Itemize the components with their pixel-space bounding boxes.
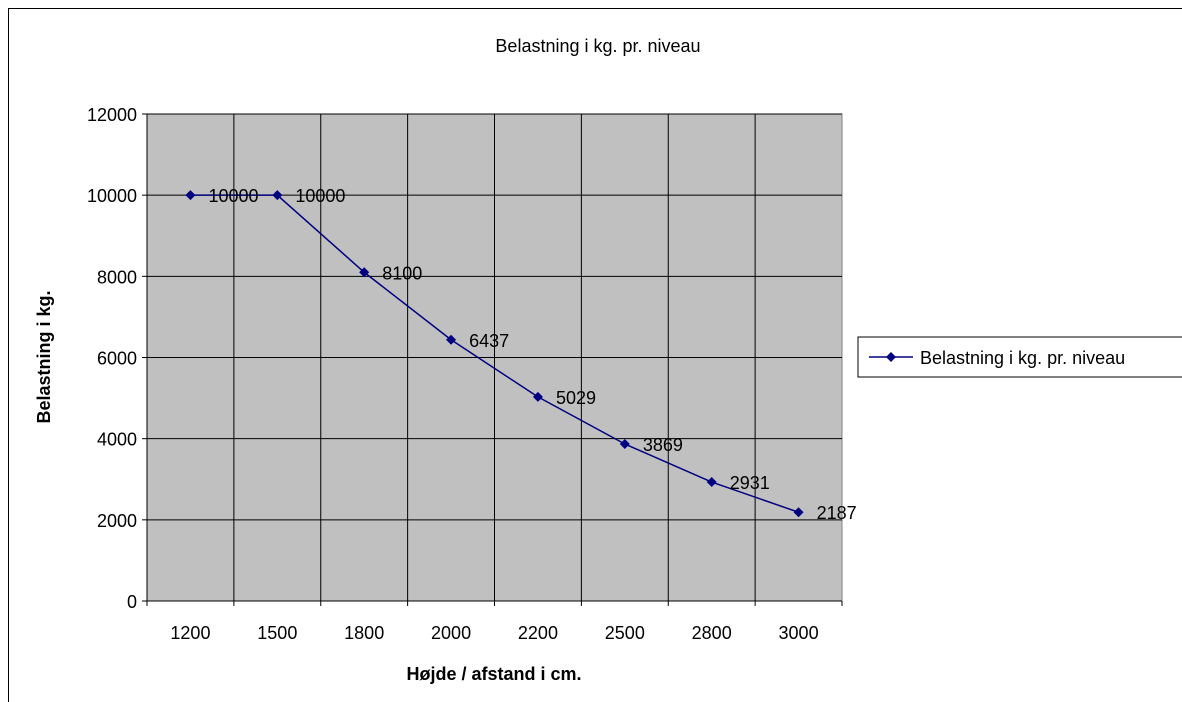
- data-label: 2187: [817, 503, 857, 523]
- y-tick-label: 4000: [97, 430, 137, 450]
- data-label: 8100: [382, 263, 422, 283]
- series-line-group: [185, 190, 804, 518]
- legend: Belastning i kg. pr. niveau: [857, 336, 1182, 378]
- data-point-marker: [185, 190, 196, 201]
- data-point-marker: [272, 190, 283, 201]
- data-point-marker: [793, 507, 804, 518]
- y-tick-label: 10000: [87, 186, 137, 206]
- x-tick-label: 2000: [431, 623, 471, 643]
- data-label: 3869: [643, 435, 683, 455]
- data-label: 5029: [556, 388, 596, 408]
- x-tick-labels: 1200 1500 1800 2000 2200 2500 2800 3000: [170, 623, 818, 643]
- data-point-marker: [446, 334, 457, 345]
- data-point-marker: [619, 438, 630, 449]
- x-tick-label: 2800: [692, 623, 732, 643]
- data-point-marker: [706, 477, 717, 488]
- chart-frame: [8, 8, 1182, 702]
- x-tick-label: 2500: [605, 623, 645, 643]
- chart-title: Belastning i kg. pr. niveau: [495, 36, 700, 56]
- data-labels: 10000 10000 8100 6437 5029 3869 2931 2187: [208, 186, 856, 523]
- y-tick-label: 0: [127, 592, 137, 612]
- x-tick-label: 1800: [344, 623, 384, 643]
- y-tick-label: 2000: [97, 511, 137, 531]
- x-tick-label: 1500: [257, 623, 297, 643]
- x-tick-label: 1200: [170, 623, 210, 643]
- x-tick-label: 3000: [779, 623, 819, 643]
- y-tick-label: 8000: [97, 267, 137, 287]
- data-label: 10000: [208, 186, 258, 206]
- series-line: [190, 194, 799, 513]
- data-label: 10000: [295, 186, 345, 206]
- data-point-marker: [532, 391, 543, 402]
- axes: [142, 113, 843, 606]
- y-axis-label: Belastning i kg.: [34, 290, 54, 423]
- y-tick-label: 6000: [97, 349, 137, 369]
- y-tick-label: 12000: [87, 105, 137, 125]
- data-point-marker: [359, 267, 370, 278]
- legend-label: Belastning i kg. pr. niveau: [920, 348, 1125, 368]
- x-tick-label: 2200: [518, 623, 558, 643]
- data-label: 2931: [730, 473, 770, 493]
- data-label: 6437: [469, 331, 509, 351]
- x-axis-label: Højde / afstand i cm.: [406, 664, 581, 684]
- legend-marker: [886, 352, 896, 362]
- y-tick-labels: 0 2000 4000 6000 8000 10000 12000: [87, 105, 137, 612]
